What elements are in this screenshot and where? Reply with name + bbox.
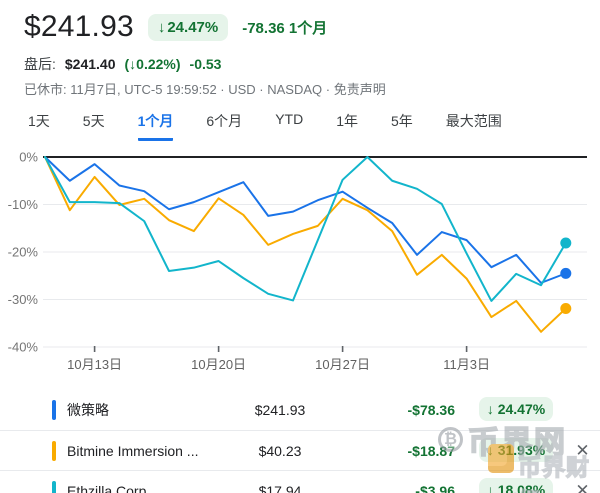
stock-price: $17.94 <box>258 482 302 493</box>
stock-name[interactable]: Bitmine Immersion ... <box>67 442 199 459</box>
percent-change-value: 24.47% <box>167 18 219 36</box>
tab-5d[interactable]: 5天 <box>82 113 105 129</box>
stock-price: $241.93 <box>254 402 306 418</box>
tab-1d[interactable]: 1天 <box>28 113 50 129</box>
svg-text:-30%: -30% <box>8 292 39 307</box>
after-hours-price: $241.40 <box>64 56 116 72</box>
down-arrow-icon: ↓ <box>157 18 166 36</box>
tab-1y[interactable]: 1年 <box>336 113 358 129</box>
price-chart[interactable]: 0% -10% -20% -30% -40% 10月13日 10月20日 10月27日 11月3… <box>0 143 600 383</box>
market-status: 已休市: 11月7日, UTC-5 19:59:52 · USD · NASDA… <box>24 79 600 98</box>
svg-text:10月27日: 10月27日 <box>315 357 370 372</box>
remove-stock-button[interactable]: ✕ <box>575 440 590 460</box>
table-row[interactable]: 微策略 $241.93 -$78.36 ↓ 24.47% <box>0 390 600 430</box>
tab-max[interactable]: 最大范围 <box>445 113 502 129</box>
quote-header: $241.93 ↓ 24.47% -78.36 1个月 盘后: $241.40 (… <box>0 0 600 98</box>
tab-6m[interactable]: 6个月 <box>206 113 243 129</box>
percent-change-badge: ↓ 24.47% <box>147 13 229 41</box>
after-hours-change: -0.53 <box>189 56 222 72</box>
table-row[interactable]: Ethzilla Corp $17.94 -$3.96 ↓ 18.08% ✕ <box>0 470 600 493</box>
current-price: $241.93 <box>24 10 134 43</box>
svg-text:-20%: -20% <box>8 245 39 260</box>
after-hours-percent: (↓0.22%) <box>124 56 181 72</box>
stock-price: $40.23 <box>258 442 302 459</box>
absolute-change: -78.36 1个月 <box>242 19 328 37</box>
tab-ytd[interactable]: YTD <box>275 111 304 127</box>
stock-percent-badge: ↓ 24.47% <box>478 397 554 421</box>
time-range-tabs: 1天 5天 1个月 6个月 YTD 1年 5年 最大范围 <box>0 98 600 141</box>
svg-text:-40%: -40% <box>8 340 39 355</box>
stock-change: -$18.87 <box>407 442 455 459</box>
svg-text:10月13日: 10月13日 <box>67 357 122 372</box>
svg-text:0%: 0% <box>19 150 38 165</box>
svg-text:-10%: -10% <box>8 197 39 212</box>
series-color-marker <box>52 440 56 461</box>
after-hours-row: 盘后: $241.40 (↓0.22%) -0.53 <box>24 54 600 74</box>
series-color-marker <box>52 480 56 493</box>
chart-area: 0% -10% -20% -30% -40% 10月13日 10月20日 10月27日 11月3… <box>0 143 600 388</box>
tab-1m[interactable]: 1个月 <box>137 111 174 141</box>
stock-name[interactable]: Ethzilla Corp <box>67 482 147 493</box>
svg-text:10月20日: 10月20日 <box>191 357 246 372</box>
stock-name[interactable]: 微策略 <box>67 402 109 418</box>
stock-change: -$78.36 <box>407 402 455 418</box>
remove-stock-button[interactable]: ✕ <box>575 480 590 493</box>
market-status-label: 已休市: <box>24 82 67 97</box>
series-color-marker <box>52 400 56 420</box>
stock-change: -$3.96 <box>415 482 455 493</box>
table-row[interactable]: Bitmine Immersion ... $40.23 -$18.87 ↓ 3… <box>0 430 600 470</box>
after-hours-label: 盘后: <box>24 56 56 72</box>
svg-text:11月3日: 11月3日 <box>443 357 490 372</box>
market-status-detail[interactable]: 11月7日, UTC-5 19:59:52 · USD · NASDAQ · 免… <box>70 82 386 97</box>
tab-5y[interactable]: 5年 <box>390 113 413 129</box>
stock-percent-badge: ↓ 18.08% <box>478 477 554 493</box>
stock-percent-badge: ↓ 31.93% <box>478 437 554 462</box>
comparison-table: 微策略 $241.93 -$78.36 ↓ 24.47% Bitmine Imm… <box>0 390 600 493</box>
